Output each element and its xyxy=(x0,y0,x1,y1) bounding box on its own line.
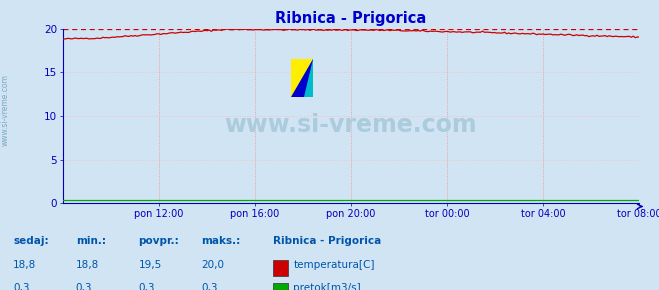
Text: Ribnica - Prigorica: Ribnica - Prigorica xyxy=(273,236,382,246)
Text: maks.:: maks.: xyxy=(201,236,241,246)
Text: min.:: min.: xyxy=(76,236,106,246)
Text: 0,3: 0,3 xyxy=(201,283,217,290)
Text: 20,0: 20,0 xyxy=(201,260,224,269)
Title: Ribnica - Prigorica: Ribnica - Prigorica xyxy=(275,11,426,26)
Text: 0,3: 0,3 xyxy=(13,283,30,290)
Polygon shape xyxy=(291,59,313,97)
Text: 18,8: 18,8 xyxy=(13,260,36,269)
Text: pretok[m3/s]: pretok[m3/s] xyxy=(293,283,361,290)
Text: sedaj:: sedaj: xyxy=(13,236,49,246)
Text: 19,5: 19,5 xyxy=(138,260,161,269)
Text: 0,3: 0,3 xyxy=(138,283,155,290)
Text: 0,3: 0,3 xyxy=(76,283,92,290)
Bar xyxy=(291,59,313,97)
Polygon shape xyxy=(304,59,313,97)
Text: www.si-vreme.com: www.si-vreme.com xyxy=(1,74,10,146)
Text: www.si-vreme.com: www.si-vreme.com xyxy=(225,113,477,137)
Text: 18,8: 18,8 xyxy=(76,260,99,269)
Text: temperatura[C]: temperatura[C] xyxy=(293,260,375,269)
Text: povpr.:: povpr.: xyxy=(138,236,179,246)
